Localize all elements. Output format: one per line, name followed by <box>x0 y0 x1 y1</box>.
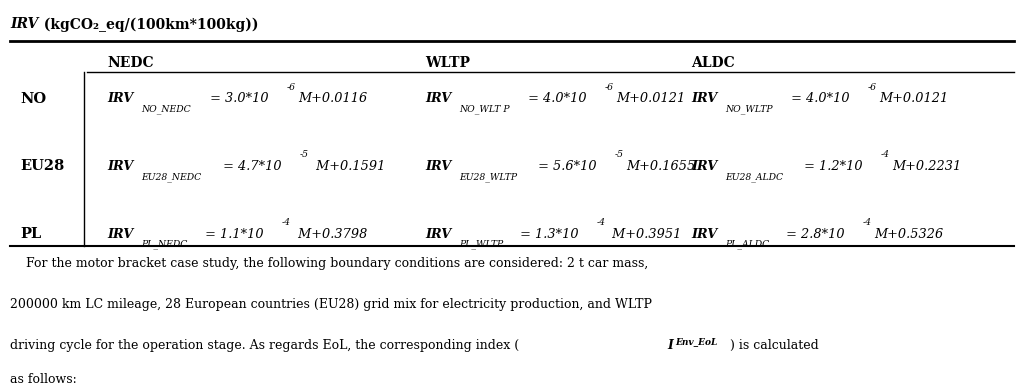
Text: -6: -6 <box>605 82 614 92</box>
Text: = 4.0*10: = 4.0*10 <box>786 92 849 105</box>
Text: NO: NO <box>20 92 47 106</box>
Text: ALDC: ALDC <box>691 56 735 70</box>
Text: IRV: IRV <box>691 92 718 105</box>
Text: -4: -4 <box>597 218 606 227</box>
Text: = 4.0*10: = 4.0*10 <box>524 92 587 105</box>
Text: 200000 km LC mileage, 28 European countries (EU28) grid mix for electricity prod: 200000 km LC mileage, 28 European countr… <box>10 298 652 311</box>
Text: = 4.7*10: = 4.7*10 <box>219 160 282 173</box>
Text: EU28_WLTP: EU28_WLTP <box>459 172 517 182</box>
Text: IRV: IRV <box>10 17 39 31</box>
Text: EU28: EU28 <box>20 159 65 173</box>
Text: -4: -4 <box>282 218 291 227</box>
Text: M+0.1591: M+0.1591 <box>311 160 385 173</box>
Text: NO_NEDC: NO_NEDC <box>141 104 191 114</box>
Text: -4: -4 <box>863 218 872 227</box>
Text: M+0.0121: M+0.0121 <box>616 92 686 105</box>
Text: PL_NEDC: PL_NEDC <box>141 240 187 250</box>
Text: EU28_ALDC: EU28_ALDC <box>725 172 783 182</box>
Text: IRV: IRV <box>108 228 134 241</box>
Text: PL_WLTP: PL_WLTP <box>459 240 503 250</box>
Text: WLTP: WLTP <box>425 56 470 70</box>
Text: M+0.2231: M+0.2231 <box>893 160 962 173</box>
Text: -4: -4 <box>881 150 890 159</box>
Text: IRV: IRV <box>108 160 134 173</box>
Text: EU28_NEDC: EU28_NEDC <box>141 172 202 182</box>
Text: M+0.0116: M+0.0116 <box>298 92 368 105</box>
Text: = 2.8*10: = 2.8*10 <box>782 228 845 241</box>
Text: ) is calculated: ) is calculated <box>729 339 818 352</box>
Text: Env_EoL: Env_EoL <box>675 337 717 346</box>
Text: NO_WLTP: NO_WLTP <box>725 104 773 114</box>
Text: M+0.0121: M+0.0121 <box>879 92 948 105</box>
Text: M+0.1655: M+0.1655 <box>627 160 695 173</box>
Text: IRV: IRV <box>425 92 452 105</box>
Text: PL_ALDC: PL_ALDC <box>725 240 769 250</box>
Text: For the motor bracket case study, the following boundary conditions are consider: For the motor bracket case study, the fo… <box>10 257 648 271</box>
Text: -5: -5 <box>300 150 309 159</box>
Text: I: I <box>668 339 673 352</box>
Text: NO_WLT P: NO_WLT P <box>459 104 510 114</box>
Text: NEDC: NEDC <box>108 56 155 70</box>
Text: M+0.3798: M+0.3798 <box>294 228 367 241</box>
Text: -6: -6 <box>867 82 877 92</box>
Text: M+0.5326: M+0.5326 <box>874 228 944 241</box>
Text: -6: -6 <box>287 82 295 92</box>
Text: = 5.6*10: = 5.6*10 <box>534 160 596 173</box>
Text: PL: PL <box>20 227 42 241</box>
Text: driving cycle for the operation stage. As regards EoL, the corresponding index (: driving cycle for the operation stage. A… <box>10 339 519 352</box>
Text: -5: -5 <box>614 150 624 159</box>
Text: = 1.1*10: = 1.1*10 <box>202 228 264 241</box>
Text: as follows:: as follows: <box>10 373 77 387</box>
Text: = 1.2*10: = 1.2*10 <box>800 160 862 173</box>
Text: = 1.3*10: = 1.3*10 <box>516 228 579 241</box>
Text: IRV: IRV <box>108 92 134 105</box>
Text: (kgCO₂_eq/(100km*100kg)): (kgCO₂_eq/(100km*100kg)) <box>39 17 258 32</box>
Text: M+0.3951: M+0.3951 <box>608 228 682 241</box>
Text: IRV: IRV <box>425 160 452 173</box>
Text: IRV: IRV <box>691 160 718 173</box>
Text: IRV: IRV <box>425 228 452 241</box>
Text: = 3.0*10: = 3.0*10 <box>206 92 268 105</box>
Text: IRV: IRV <box>691 228 718 241</box>
